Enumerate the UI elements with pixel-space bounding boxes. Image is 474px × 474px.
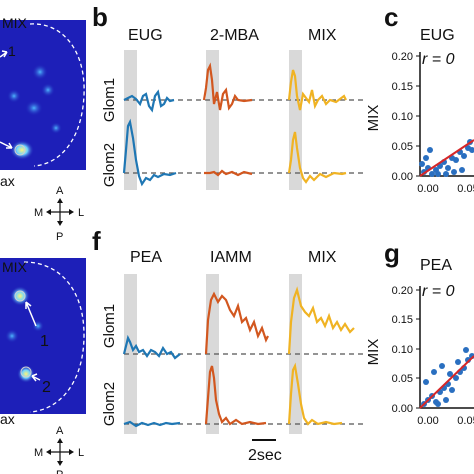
svg-text:0.20: 0.20 <box>392 285 413 297</box>
y-ticks: 0.20 0.15 0.10 0.05 0.00 <box>392 51 420 183</box>
svg-text:0.00: 0.00 <box>417 415 438 427</box>
y-axis-title: MIX <box>365 105 382 132</box>
activity-spot <box>5 329 19 343</box>
svg-text:0.05: 0.05 <box>457 183 474 195</box>
panel-letter-b: b <box>92 2 108 32</box>
column-label-mix: MIX <box>308 27 337 44</box>
trace-glom2-mix <box>287 362 343 426</box>
activity-spot <box>7 89 21 103</box>
roi-arrow-2 <box>31 373 41 382</box>
panel-g: g PEA r = 0 MIX 0.20 0.15 0.10 0.05 0.00… <box>365 238 474 427</box>
fit-line <box>419 355 474 409</box>
stimulus-bar <box>124 274 137 434</box>
mix-label: MIX <box>2 259 28 275</box>
r-value: r = 0 <box>422 283 455 300</box>
activity-spot <box>10 286 30 306</box>
row-label-glom2: Glom2 <box>101 382 118 426</box>
roi-circle-1 <box>14 290 26 302</box>
svg-text:M: M <box>34 447 43 459</box>
svg-text:0.10: 0.10 <box>392 344 413 356</box>
svg-text:0.20: 0.20 <box>392 51 413 63</box>
trace-glom2-mix <box>287 131 347 184</box>
corner-label: ax <box>0 173 15 189</box>
lobe-outline <box>23 261 85 413</box>
svg-text:0.00: 0.00 <box>392 403 413 415</box>
lobe-outline <box>29 23 85 167</box>
activity-spot <box>50 122 62 134</box>
svg-text:P: P <box>56 231 63 243</box>
trace-glom2-2mba <box>204 169 253 177</box>
svg-text:A: A <box>56 425 64 437</box>
roi-circle-2 <box>20 366 32 378</box>
column-label-iamm: IAMM <box>210 249 252 266</box>
fit-line <box>419 139 474 177</box>
svg-text:M: M <box>34 207 43 219</box>
roi-circle-2 <box>14 144 26 156</box>
roi-label-1: 1 <box>40 333 49 350</box>
panel-letter-f: f <box>92 226 101 256</box>
activity-spot <box>10 140 34 160</box>
activity-spot <box>32 64 48 80</box>
svg-text:0.00: 0.00 <box>417 183 438 195</box>
row-label-glom1: Glom1 <box>101 78 118 122</box>
svg-text:0.05: 0.05 <box>392 141 413 153</box>
roi-arrow-2 <box>0 141 13 149</box>
column-label-pea: PEA <box>130 249 162 266</box>
svg-text:A: A <box>56 185 64 197</box>
svg-text:0.10: 0.10 <box>392 111 413 123</box>
svg-text:P: P <box>56 469 63 474</box>
trace-glom1-2mba <box>202 62 253 111</box>
row-label-glom2: Glom2 <box>101 143 118 187</box>
svg-text:0.05: 0.05 <box>457 415 474 427</box>
trace-glom1-mix <box>287 69 347 111</box>
trace-glom2-iamm <box>204 365 267 426</box>
roi-label-2: 2 <box>42 379 51 396</box>
imaging-white-gap <box>0 0 86 8</box>
column-label-mix: MIX <box>308 249 337 266</box>
roi-arrow-1 <box>25 301 37 327</box>
mix-label: MIX <box>2 15 28 31</box>
trace-glom2-pea <box>123 420 181 428</box>
panel-e: MIX 1 2 ax A P M L <box>0 258 86 474</box>
trace-glom2-eug <box>122 118 177 187</box>
trace-glom1-pea <box>122 334 181 360</box>
svg-text:0.05: 0.05 <box>392 373 413 385</box>
panel-a: MIX 1 ax A P M L <box>0 0 86 243</box>
compass: A P M L <box>34 185 84 243</box>
trace-glom1-eug <box>123 89 175 113</box>
compass: A P M L <box>34 425 84 474</box>
activity-spot <box>41 83 55 97</box>
roi-label-1: 1 <box>8 43 16 59</box>
y-ticks: 0.20 0.15 0.10 0.05 0.00 <box>392 285 420 415</box>
svg-text:L: L <box>78 207 84 219</box>
panel-letter-g: g <box>384 238 400 268</box>
r-value: r = 0 <box>422 51 455 68</box>
activity-spot <box>25 100 43 116</box>
scatter-title: EUG <box>420 27 455 44</box>
panel-c: c EUG r = 0 MIX 0.20 0.15 0.10 0.05 0.00… <box>365 2 474 195</box>
scatter-title: PEA <box>420 257 452 274</box>
trace-glom1-iamm <box>204 291 269 355</box>
panel-f: f PEA IAMM MIX Glom1 Glom2 2sec <box>92 226 364 464</box>
corner-label: ax <box>0 411 15 427</box>
panel-b: b EUG 2-MBA MIX Glom1 Glom2 <box>92 2 364 190</box>
svg-text:L: L <box>78 447 84 459</box>
panel-letter-c: c <box>384 2 398 32</box>
svg-text:0.00: 0.00 <box>392 171 413 183</box>
column-label-eug: EUG <box>128 27 163 44</box>
time-scale-label: 2sec <box>248 447 282 464</box>
roi-arrow-1 <box>0 50 8 58</box>
svg-text:0.15: 0.15 <box>392 314 413 326</box>
activity-spot <box>17 365 35 383</box>
trace-glom1-mix <box>287 286 355 355</box>
row-label-glom1: Glom1 <box>101 304 118 348</box>
y-axis-title: MIX <box>365 339 382 366</box>
x-ticks: 0.00 0.05 <box>417 415 474 427</box>
column-label-2mba: 2-MBA <box>210 27 259 44</box>
svg-text:0.15: 0.15 <box>392 81 413 93</box>
x-ticks: 0.00 0.05 <box>417 183 474 195</box>
stimulus-bar <box>206 50 219 190</box>
